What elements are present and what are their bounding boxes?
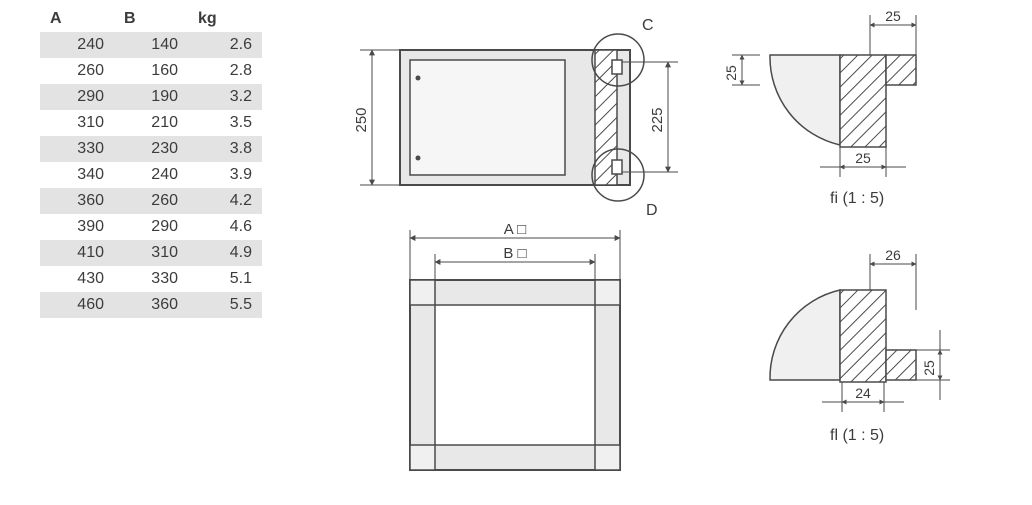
table-row: 3602604.2 bbox=[40, 188, 262, 214]
detail-c: 25 25 25 fi (1 : 5) bbox=[723, 8, 916, 207]
table-cell: 360 bbox=[114, 292, 188, 318]
table-row: 3102103.5 bbox=[40, 110, 262, 136]
table-cell: 4.2 bbox=[188, 188, 262, 214]
dim-b: B □ bbox=[503, 245, 526, 262]
table-cell: 4.9 bbox=[188, 240, 262, 266]
table-cell: 4.6 bbox=[188, 214, 262, 240]
table-cell: 260 bbox=[40, 58, 114, 84]
table-cell: 160 bbox=[114, 58, 188, 84]
table-cell: 3.2 bbox=[188, 84, 262, 110]
table-cell: 290 bbox=[40, 84, 114, 110]
plan-view: A □ B □ bbox=[410, 221, 620, 470]
table-row: 3902904.6 bbox=[40, 214, 262, 240]
detail-c-top-dim: 25 bbox=[885, 8, 901, 24]
table-cell: 140 bbox=[114, 32, 188, 58]
detail-c-bottom-dim: 25 bbox=[855, 150, 871, 166]
dim-225: 225 bbox=[649, 107, 666, 132]
detail-d-right-dim: 25 bbox=[921, 360, 937, 376]
table-cell: 210 bbox=[114, 110, 188, 136]
table-cell: 3.5 bbox=[188, 110, 262, 136]
table-cell: 310 bbox=[114, 240, 188, 266]
table-cell: 310 bbox=[40, 110, 114, 136]
detail-d-label: fl (1 : 5) bbox=[830, 427, 884, 444]
detail-d-top-dim: 26 bbox=[885, 247, 901, 263]
callout-c: C bbox=[642, 17, 654, 34]
table-cell: 190 bbox=[114, 84, 188, 110]
detail-c-label: fi (1 : 5) bbox=[830, 190, 884, 207]
table-cell: 330 bbox=[40, 136, 114, 162]
table-cell: 3.8 bbox=[188, 136, 262, 162]
col-header-a: A bbox=[40, 6, 114, 32]
table-cell: 5.5 bbox=[188, 292, 262, 318]
table-row: 2601602.8 bbox=[40, 58, 262, 84]
table-cell: 2.6 bbox=[188, 32, 262, 58]
table-cell: 430 bbox=[40, 266, 114, 292]
table-cell: 390 bbox=[40, 214, 114, 240]
table-cell: 410 bbox=[40, 240, 114, 266]
dim-a: A □ bbox=[504, 221, 526, 238]
table-row: 4303305.1 bbox=[40, 266, 262, 292]
table-cell: 240 bbox=[40, 32, 114, 58]
table-cell: 5.1 bbox=[188, 266, 262, 292]
table-row: 2901903.2 bbox=[40, 84, 262, 110]
table-row: 2401402.6 bbox=[40, 32, 262, 58]
table-cell: 260 bbox=[114, 188, 188, 214]
dim-250: 250 bbox=[353, 107, 370, 132]
table-cell: 2.8 bbox=[188, 58, 262, 84]
side-elevation: C D 250 225 bbox=[353, 17, 678, 219]
callout-d: D bbox=[646, 202, 658, 219]
table-cell: 290 bbox=[114, 214, 188, 240]
col-header-kg: kg bbox=[188, 6, 262, 32]
table-cell: 330 bbox=[114, 266, 188, 292]
table-cell: 3.9 bbox=[188, 162, 262, 188]
table-row: 3302303.8 bbox=[40, 136, 262, 162]
table-row: 4603605.5 bbox=[40, 292, 262, 318]
table-cell: 460 bbox=[40, 292, 114, 318]
table-cell: 240 bbox=[114, 162, 188, 188]
col-header-b: B bbox=[114, 6, 188, 32]
table-cell: 230 bbox=[114, 136, 188, 162]
table-row: 3402403.9 bbox=[40, 162, 262, 188]
detail-d-bottom-dim: 24 bbox=[855, 385, 871, 401]
detail-c-left-dim: 25 bbox=[723, 65, 739, 81]
technical-drawings: C D 250 225 A □ B □ bbox=[340, 0, 1032, 500]
table-cell: 340 bbox=[40, 162, 114, 188]
table-cell: 360 bbox=[40, 188, 114, 214]
detail-d: 26 25 24 fl (1 : 5) bbox=[770, 247, 950, 444]
dimension-table: A B kg 2401402.62601602.82901903.2310210… bbox=[40, 6, 262, 318]
table-row: 4103104.9 bbox=[40, 240, 262, 266]
